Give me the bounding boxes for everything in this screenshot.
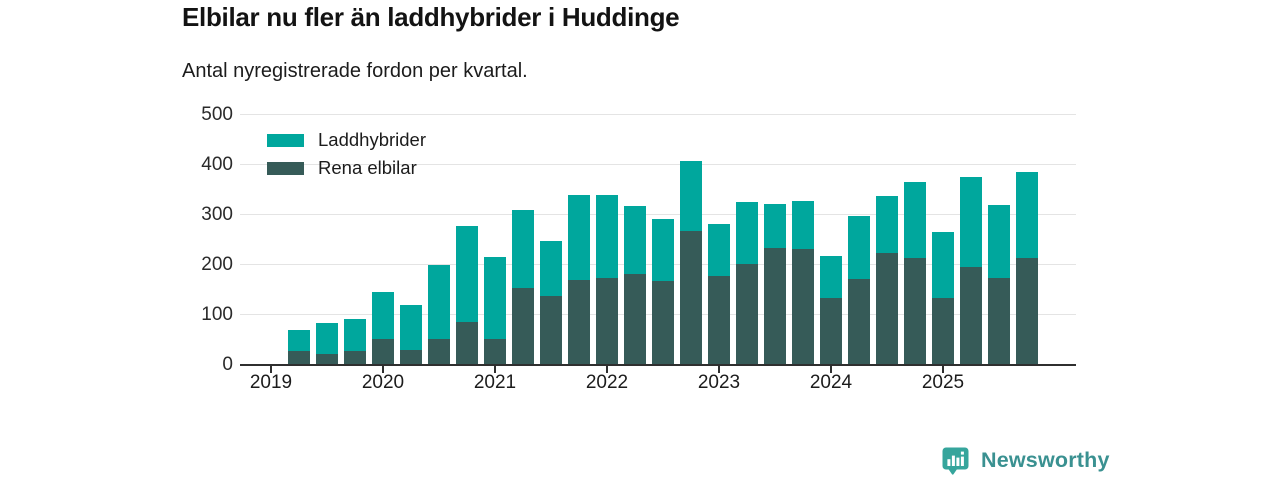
newsworthy-logo[interactable]: Newsworthy: [939, 444, 1110, 477]
bar-2021-q2-laddhybrider: [512, 209, 534, 288]
y-axis-label-500: 500: [201, 103, 233, 125]
bar-2022-q3-rena-elbilar: [652, 280, 674, 365]
bar-2023-q1-laddhybrider: [708, 223, 730, 276]
bar-2024-q3-rena-elbilar: [876, 252, 898, 365]
x-axis-label-2023: 2023: [697, 372, 741, 393]
bar-2024-q2-laddhybrider: [848, 215, 870, 279]
bar-2019-q4-rena-elbilar: [344, 351, 366, 365]
bar-2021-q2-rena-elbilar: [512, 287, 534, 365]
bar-2019-q4-laddhybrider: [344, 319, 366, 351]
bar-2024-q4-rena-elbilar: [904, 258, 926, 365]
bar-2019-q2-laddhybrider: [288, 329, 310, 351]
chart-title: Elbilar nu fler än laddhybrider i Huddin…: [182, 2, 680, 32]
bar-2024-q2-rena-elbilar: [848, 279, 870, 365]
bar-2020-q4-laddhybrider: [456, 225, 478, 322]
bar-2019-q3-rena-elbilar: [316, 354, 338, 365]
x-axis-tick-2022: [606, 366, 608, 373]
y-axis-label-0: 0: [222, 353, 233, 375]
bar-2024-q1-rena-elbilar: [820, 298, 842, 365]
bar-2021-q4-rena-elbilar: [568, 279, 590, 365]
x-axis-tick-2025: [942, 366, 944, 373]
legend-label-laddhybrider: Laddhybrider: [318, 129, 426, 150]
x-axis-label-2021: 2021: [473, 372, 517, 393]
bar-2025-q2-laddhybrider: [960, 177, 982, 267]
x-axis-tick-2019: [270, 366, 272, 373]
bar-2022-q1-rena-elbilar: [596, 277, 618, 365]
bar-2021-q3-rena-elbilar: [540, 296, 562, 365]
x-axis-label-2020: 2020: [361, 372, 405, 393]
y-axis-label-400: 400: [201, 153, 233, 175]
bar-2021-q3-laddhybrider: [540, 241, 562, 296]
bar-2022-q1-laddhybrider: [596, 194, 618, 278]
bar-2020-q4-rena-elbilar: [456, 322, 478, 365]
gridline-400: [240, 164, 1076, 165]
bar-2020-q3-rena-elbilar: [428, 339, 450, 365]
bar-2023-q2-laddhybrider: [736, 202, 758, 264]
bar-2023-q1-rena-elbilar: [708, 276, 730, 365]
bar-2019-q2-rena-elbilar: [288, 350, 310, 365]
bar-2024-q4-laddhybrider: [904, 181, 926, 258]
bar-2025-q1-rena-elbilar: [932, 298, 954, 365]
bar-2023-q3-rena-elbilar: [764, 248, 786, 365]
bar-2025-q4-laddhybrider: [1016, 171, 1038, 258]
bar-2023-q4-laddhybrider: [792, 200, 814, 249]
x-axis-tick-2024: [830, 366, 832, 373]
bar-2022-q4-laddhybrider: [680, 160, 702, 231]
bar-2024-q1-laddhybrider: [820, 256, 842, 298]
newsworthy-icon: [942, 447, 969, 475]
bar-2020-q3-laddhybrider: [428, 264, 450, 339]
bar-2020-q1-rena-elbilar: [372, 339, 394, 365]
legend-label-rena-elbilar: Rena elbilar: [318, 157, 417, 178]
y-axis-label-300: 300: [201, 203, 233, 225]
bar-2021-q4-laddhybrider: [568, 194, 590, 280]
bar-2020-q1-laddhybrider: [372, 292, 394, 339]
bar-2024-q3-laddhybrider: [876, 195, 898, 253]
legend-swatch-laddhybrider: [267, 133, 304, 147]
bar-2023-q4-rena-elbilar: [792, 248, 814, 365]
bar-2020-q2-rena-elbilar: [400, 349, 422, 365]
bar-2023-q2-rena-elbilar: [736, 263, 758, 365]
x-axis-label-2022: 2022: [585, 372, 629, 393]
x-axis-tick-2023: [718, 366, 720, 373]
legend-item-rena-elbilar: Rena elbilar: [267, 157, 426, 178]
newsworthy-wordmark: Newsworthy: [981, 448, 1110, 472]
y-axis-label-100: 100: [201, 303, 233, 325]
x-axis-tick-2021: [494, 366, 496, 373]
bar-2025-q3-laddhybrider: [988, 204, 1010, 278]
bar-2022-q3-laddhybrider: [652, 218, 674, 281]
legend-swatch-rena-elbilar: [267, 161, 304, 175]
bar-2021-q1-rena-elbilar: [484, 338, 506, 365]
chart-subtitle: Antal nyregistrerade fordon per kvartal.: [182, 60, 528, 82]
x-axis-label-2024: 2024: [809, 372, 853, 393]
bar-2022-q2-laddhybrider: [624, 205, 646, 274]
bar-2022-q4-rena-elbilar: [680, 230, 702, 365]
x-axis-tick-2020: [382, 366, 384, 373]
bar-2025-q4-rena-elbilar: [1016, 258, 1038, 365]
bar-2019-q3-laddhybrider: [316, 322, 338, 354]
x-axis-label-2019: 2019: [249, 372, 293, 393]
gridline-300: [240, 214, 1076, 215]
x-axis-line: [240, 364, 1076, 366]
legend: Laddhybrider Rena elbilar: [267, 129, 426, 187]
bar-2025-q2-rena-elbilar: [960, 266, 982, 365]
bar-2023-q3-laddhybrider: [764, 203, 786, 248]
bar-2020-q2-laddhybrider: [400, 304, 422, 350]
y-axis-label-200: 200: [201, 253, 233, 275]
gridline-500: [240, 114, 1076, 115]
x-axis-label-2025: 2025: [921, 372, 965, 393]
bar-2021-q1-laddhybrider: [484, 257, 506, 339]
bar-2022-q2-rena-elbilar: [624, 274, 646, 365]
bar-2025-q1-laddhybrider: [932, 232, 954, 298]
legend-item-laddhybrider: Laddhybrider: [267, 129, 426, 150]
bar-2025-q3-rena-elbilar: [988, 278, 1010, 365]
